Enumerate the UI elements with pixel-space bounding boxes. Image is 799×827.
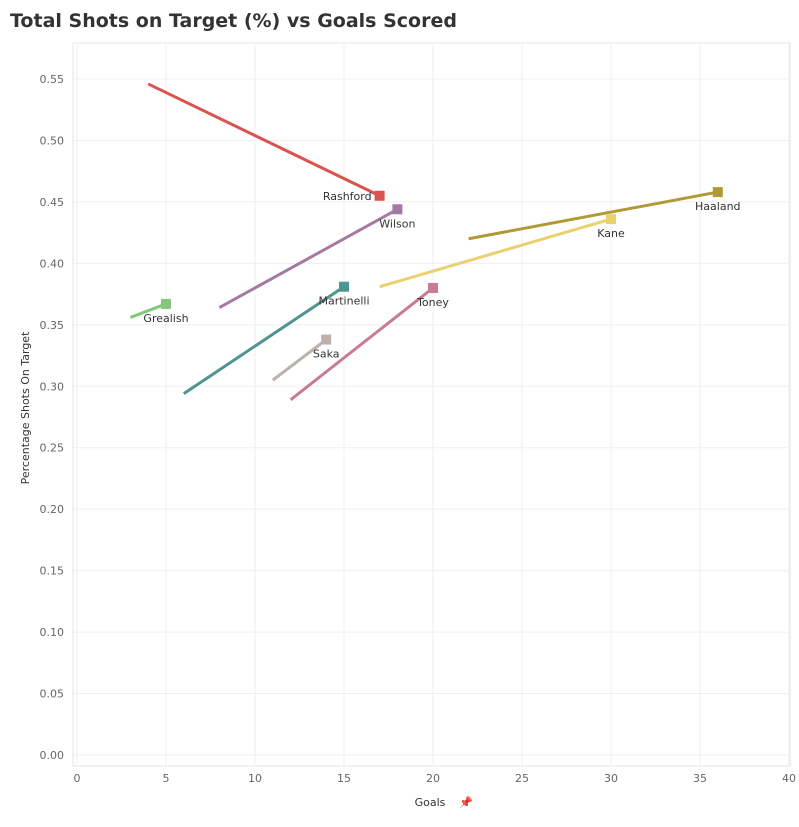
series-marker-grealish bbox=[161, 298, 171, 309]
grid-lines bbox=[72, 42, 791, 767]
y-tick-label: 0.35 bbox=[40, 319, 65, 332]
series-marker-rashford bbox=[374, 190, 385, 201]
point-label-grealish: Grealish bbox=[143, 312, 188, 325]
x-tick-label: 20 bbox=[426, 772, 440, 785]
point-labels-layer: Rashford Wilson Haaland Kane Grealish Martine… bbox=[143, 190, 740, 361]
x-tick-label: 25 bbox=[515, 772, 529, 785]
point-label-rashford: Rashford bbox=[323, 190, 372, 203]
series-marker-haaland bbox=[712, 187, 723, 198]
axes: 0.00 0.05 0.10 0.15 0.20 0.25 0.30 0.35 0.40 0.45… bbox=[40, 73, 797, 785]
y-tick-label: 0.25 bbox=[40, 442, 65, 455]
y-tick-label: 0.55 bbox=[40, 73, 65, 86]
point-label-saka: Saka bbox=[313, 348, 340, 361]
series-line-saka bbox=[271, 338, 328, 382]
x-tick-label: 30 bbox=[604, 772, 618, 785]
y-tick-label: 0.20 bbox=[40, 503, 65, 516]
x-tick-label: 10 bbox=[248, 772, 262, 785]
y-tick-label: 0.40 bbox=[40, 257, 65, 270]
series-line-toney bbox=[289, 286, 434, 401]
series-line-haaland bbox=[468, 190, 719, 241]
point-label-martinelli: Martinelli bbox=[318, 295, 369, 308]
series-marker-kane bbox=[606, 214, 616, 225]
y-tick-label: 0.05 bbox=[40, 688, 65, 701]
point-label-wilson: Wilson bbox=[379, 217, 415, 230]
series-marker-martinelli bbox=[339, 281, 349, 292]
y-tick-label: 0.30 bbox=[40, 380, 65, 393]
y-tick-label: 0.45 bbox=[40, 196, 65, 209]
series-line-wilson bbox=[218, 207, 399, 309]
x-tick-label: 0 bbox=[74, 772, 81, 785]
series-line-rashford bbox=[147, 82, 381, 198]
y-tick-label: 0.10 bbox=[40, 626, 65, 639]
series-line-martinelli bbox=[182, 285, 345, 395]
chart-title: Total Shots on Target (%) vs Goals Score… bbox=[10, 10, 457, 32]
x-tick-label: 15 bbox=[337, 772, 351, 785]
point-label-toney: Toney bbox=[416, 296, 449, 309]
y-tick-label: 0.00 bbox=[40, 749, 65, 762]
x-axis-pin-icon: 📌 bbox=[459, 795, 473, 809]
x-tick-label: 40 bbox=[782, 772, 796, 785]
series-marker-saka bbox=[321, 334, 332, 345]
series-line-grealish bbox=[129, 302, 167, 319]
series-line-kane bbox=[379, 217, 612, 289]
y-tick-label: 0.50 bbox=[40, 134, 65, 147]
x-axis-title: Goals bbox=[415, 796, 446, 809]
plot-area bbox=[72, 42, 791, 767]
y-axis-title: Percentage Shots On Target bbox=[19, 331, 32, 484]
point-label-kane: Kane bbox=[597, 227, 625, 240]
y-tick-label: 0.15 bbox=[40, 565, 65, 578]
point-label-haaland: Haaland bbox=[695, 200, 741, 213]
x-tick-label: 5 bbox=[163, 772, 170, 785]
x-tick-label: 35 bbox=[693, 772, 707, 785]
series-marker-wilson bbox=[392, 204, 403, 215]
series-marker-toney bbox=[428, 282, 438, 293]
series-layer bbox=[129, 82, 723, 401]
